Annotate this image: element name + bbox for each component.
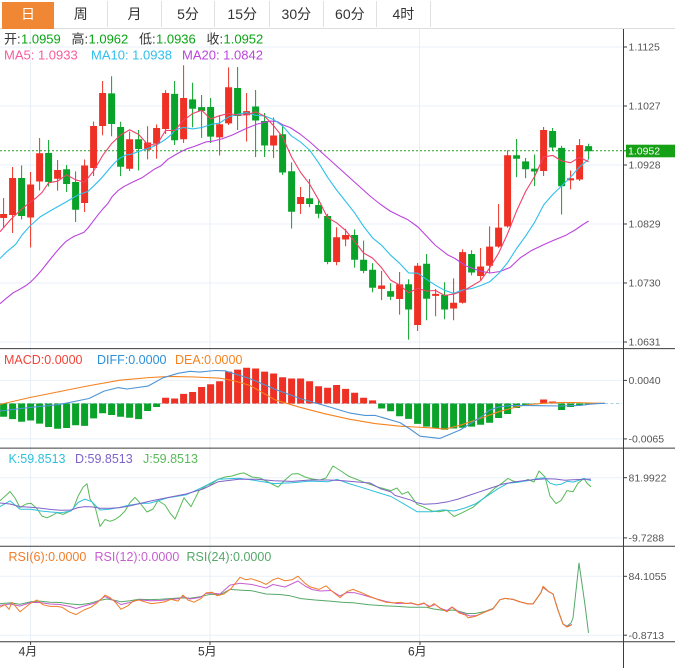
svg-text:1.1125: 1.1125: [629, 42, 660, 54]
svg-text:81.9922: 81.9922: [629, 472, 667, 484]
svg-text:1.0631: 1.0631: [629, 337, 661, 349]
svg-text:K:59.8513: K:59.8513: [9, 452, 66, 466]
svg-text:84.1055: 84.1055: [629, 571, 667, 583]
svg-text:4月: 4月: [19, 645, 38, 659]
svg-text:D:59.8513: D:59.8513: [75, 452, 133, 466]
svg-text:RSI(12):0.0000: RSI(12):0.0000: [95, 550, 180, 564]
svg-text:1.0829: 1.0829: [629, 219, 661, 231]
svg-text:MA20: 1.0842: MA20: 1.0842: [182, 48, 263, 63]
svg-text:RSI(6):0.0000: RSI(6):0.0000: [9, 550, 87, 564]
svg-text:1.0928: 1.0928: [629, 160, 661, 172]
svg-text:1.0730: 1.0730: [629, 278, 661, 290]
svg-text:1.1027: 1.1027: [629, 101, 661, 113]
svg-text:DIFF:0.0000: DIFF:0.0000: [97, 353, 167, 367]
svg-text:1.0952: 1.0952: [628, 146, 660, 158]
svg-text:-0.0065: -0.0065: [629, 434, 665, 446]
svg-text:MA5: 1.0933: MA5: 1.0933: [4, 48, 78, 63]
svg-text:MACD:0.0000: MACD:0.0000: [4, 353, 83, 367]
svg-text:低:: 低:: [139, 32, 156, 47]
svg-text:MA10: 1.0938: MA10: 1.0938: [91, 48, 172, 63]
svg-text:J:59.8513: J:59.8513: [143, 452, 198, 466]
svg-text:收:: 收:: [207, 32, 224, 47]
svg-text:高:: 高:: [72, 32, 89, 47]
svg-text:6月: 6月: [408, 645, 427, 659]
svg-text:1.0952: 1.0952: [224, 32, 264, 47]
svg-text:1.0962: 1.0962: [89, 32, 129, 47]
svg-text:-0.8713: -0.8713: [629, 630, 665, 642]
svg-text:-9.7288: -9.7288: [629, 533, 665, 545]
svg-text:开:: 开:: [4, 32, 21, 47]
svg-text:1.0936: 1.0936: [156, 32, 196, 47]
svg-text:1.0959: 1.0959: [21, 32, 61, 47]
svg-text:RSI(24):0.0000: RSI(24):0.0000: [187, 550, 272, 564]
svg-text:0.0040: 0.0040: [629, 375, 661, 387]
svg-text:5月: 5月: [198, 645, 217, 659]
svg-text:DEA:0.0000: DEA:0.0000: [175, 353, 242, 367]
